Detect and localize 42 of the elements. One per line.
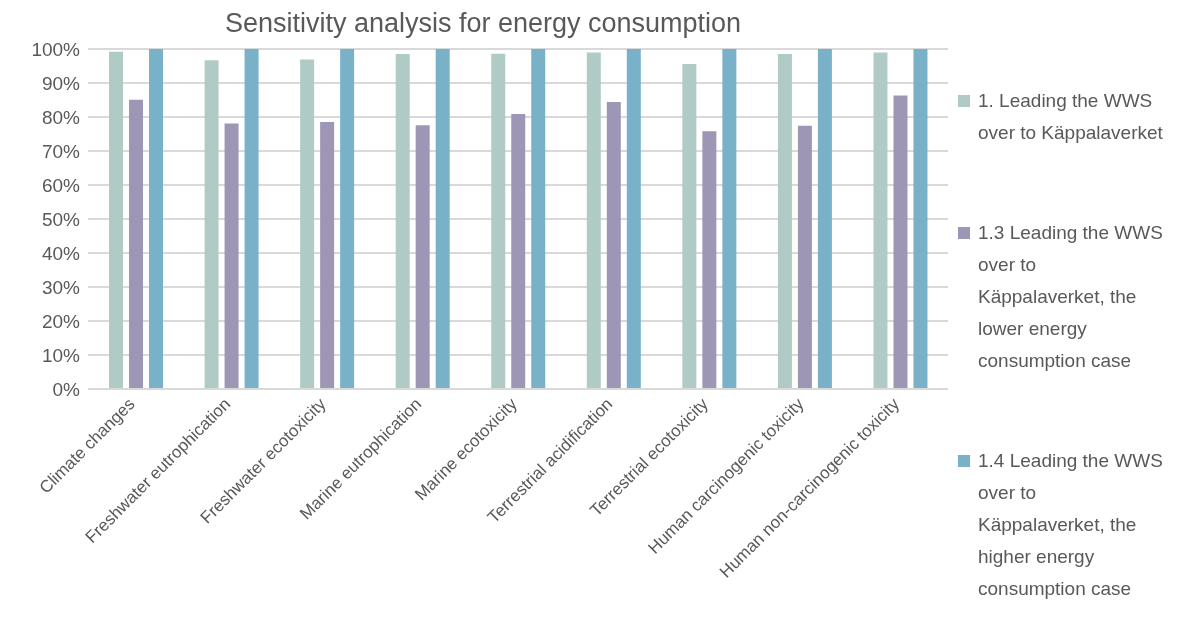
y-tick-label: 30% [41,276,81,298]
y-tick-label: 60% [41,174,81,196]
y-tick-label: 50% [41,208,81,230]
bar [415,125,430,389]
bar [682,63,697,389]
bar [224,123,239,389]
y-tick-label: 100% [31,38,81,60]
legend-label: 1.4 Leading the WWS over to Käppalaverket, the higher energy consumption case [978,449,1164,601]
bar [300,59,315,389]
bar [244,49,259,389]
bar [777,54,792,389]
bar [340,49,355,389]
chart-title: Sensitivity analysis for energy consumption [223,8,743,39]
bar [722,49,737,389]
bar [913,49,928,389]
bar [320,122,335,389]
y-tick-label: 10% [41,344,81,366]
bar [531,49,546,389]
y-tick-label: 70% [41,140,81,162]
bar [395,54,410,389]
bar [129,99,144,389]
bar [702,131,717,389]
legend-label: 1.3 Leading the WWS over to Käppalaverket, the lower energy consumption case [978,221,1164,373]
bar [626,49,641,389]
bar [149,49,164,389]
y-tick-label: 80% [41,106,81,128]
bar [109,51,124,389]
bar [893,95,908,389]
bar [491,53,506,389]
bar [817,49,832,389]
bar [606,102,621,389]
y-tick-label: 40% [41,242,81,264]
legend-label: 1. Leading the WWS over to Käppalaverket [978,89,1164,145]
bar [435,49,450,389]
bar [873,52,888,389]
bar [511,113,526,389]
bar [204,60,219,389]
y-tick-label: 90% [41,72,81,94]
bar [586,52,601,389]
y-tick-label: 20% [41,310,81,332]
y-tick-label: 0% [52,378,81,400]
bar [797,125,812,389]
